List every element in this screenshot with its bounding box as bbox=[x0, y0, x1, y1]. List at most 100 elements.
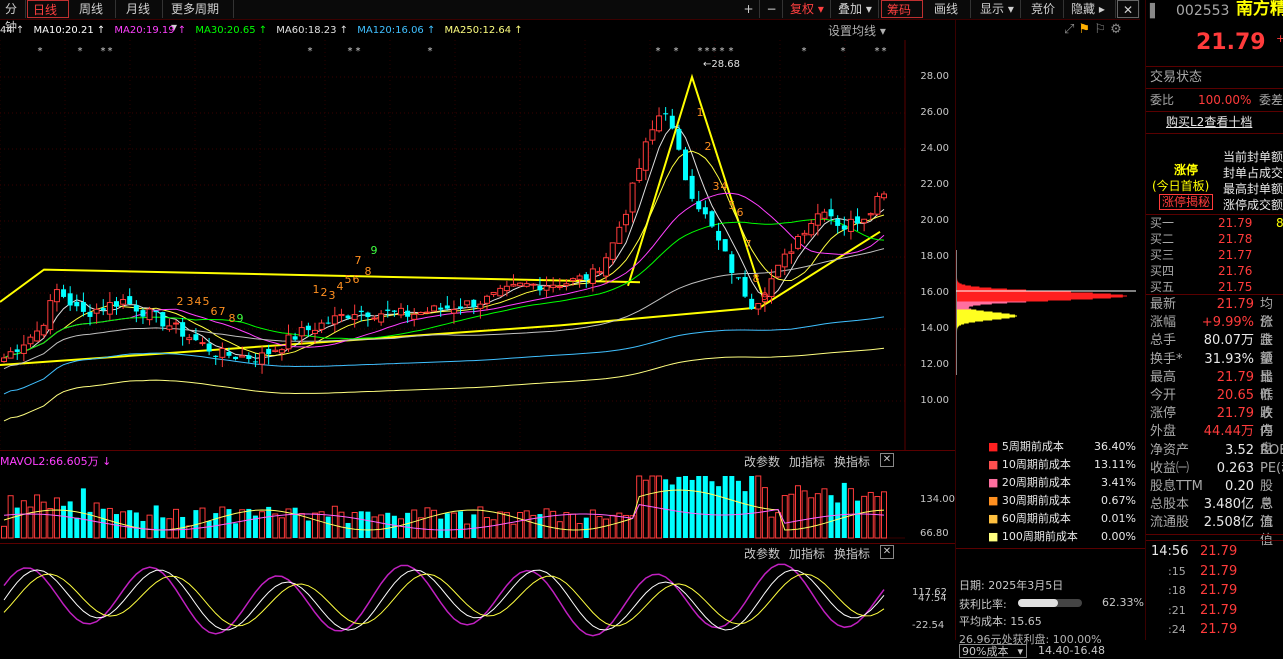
candle-body bbox=[477, 303, 484, 309]
bid-label: 买五 bbox=[1150, 280, 1175, 294]
stat-right-label: 最低 bbox=[1260, 369, 1274, 403]
limit-info-2: 封单占成交 bbox=[1223, 166, 1283, 180]
tab-weekly[interactable]: 周线 bbox=[74, 0, 116, 18]
volume-bar bbox=[285, 508, 292, 539]
chip-legend-row: ■ 30周期前成本 0.67% bbox=[988, 494, 1136, 507]
stat-row: 流通股 2.508亿 流值 bbox=[1146, 514, 1283, 548]
candle-body bbox=[683, 149, 689, 181]
bid-row[interactable]: 买四 21.76 bbox=[1146, 263, 1283, 279]
osc-line-k bbox=[3, 563, 885, 637]
overlay-dropdown[interactable]: 叠加 ▾ bbox=[833, 0, 879, 18]
volume-bar bbox=[683, 476, 689, 538]
candle-body bbox=[861, 218, 868, 224]
candle-body bbox=[841, 225, 847, 230]
flag-icon[interactable]: ⚑ bbox=[1078, 22, 1091, 37]
candle bbox=[570, 277, 577, 286]
tab-minute[interactable]: 分钟 bbox=[0, 0, 26, 34]
candle bbox=[239, 346, 246, 358]
osc-change-params-button[interactable]: 改参数 bbox=[744, 547, 781, 561]
candle-body bbox=[397, 307, 404, 316]
volume-bar bbox=[266, 506, 272, 538]
stat-label: 换手* bbox=[1150, 351, 1183, 367]
candle-body bbox=[14, 349, 20, 352]
tab-daily[interactable]: 日线 bbox=[27, 0, 69, 18]
vol-switch-indicator-button[interactable]: 换指标 bbox=[834, 455, 871, 469]
candle-body bbox=[318, 322, 325, 330]
adjust-dropdown[interactable]: 复权 ▾ bbox=[785, 0, 831, 18]
vol-close-icon[interactable]: ✕ bbox=[880, 453, 894, 467]
candle bbox=[305, 322, 311, 337]
cost-percent-select[interactable]: 90%成本 ▾ bbox=[959, 644, 1027, 658]
candle-body bbox=[325, 322, 331, 324]
candle-body bbox=[266, 348, 272, 355]
bid-row[interactable]: 买二 21.78 bbox=[1146, 231, 1283, 247]
bid-row[interactable]: 买三 21.77 bbox=[1146, 247, 1283, 263]
vol-change-params-button[interactable]: 改参数 bbox=[744, 455, 781, 469]
volume-bar bbox=[193, 510, 199, 538]
limit-info-3: 最高封单额 bbox=[1223, 182, 1283, 196]
stat-label: 涨停 bbox=[1150, 406, 1177, 422]
candle-body bbox=[583, 274, 589, 280]
candle-body bbox=[120, 299, 127, 305]
chip-button[interactable]: 筹码 bbox=[881, 0, 923, 18]
candle-body bbox=[219, 347, 226, 358]
auction-button[interactable]: 竞价 bbox=[1026, 0, 1064, 18]
flag-outline-icon[interactable]: ⚐ bbox=[1094, 22, 1106, 37]
candle bbox=[874, 192, 881, 216]
candle bbox=[358, 305, 364, 322]
volume-bar bbox=[550, 510, 557, 539]
volume-bar bbox=[186, 525, 193, 539]
candle-body bbox=[160, 312, 166, 327]
chip-distribution-panel: ⤢ ⚑ ⚐ ⚙ ■ 5周期前成本 36.40% ■ 10周期前成本 13.11% ■… bbox=[955, 20, 1146, 658]
more-periods-dropdown[interactable]: 更多周期 ▾ bbox=[166, 0, 234, 34]
tab-monthly[interactable]: 月线 bbox=[121, 0, 163, 18]
volume-bar bbox=[861, 495, 868, 539]
osc-tick: 117.62 bbox=[912, 587, 947, 598]
display-dropdown[interactable]: 显示 ▾ bbox=[975, 0, 1021, 18]
bid-row[interactable]: 买五 21.75 bbox=[1146, 279, 1283, 295]
candle-body bbox=[629, 182, 636, 213]
candle bbox=[259, 346, 266, 374]
candle-body bbox=[729, 254, 735, 273]
stat-right-label: 股息 bbox=[1260, 479, 1274, 512]
stat-right-label: 量比 bbox=[1260, 351, 1274, 385]
chevron-left-icon[interactable]: ▌ bbox=[1150, 4, 1160, 19]
candle bbox=[7, 347, 14, 359]
zoom-out-button[interactable]: − bbox=[761, 0, 783, 18]
close-icon[interactable]: ✕ bbox=[1117, 0, 1139, 18]
candle-body bbox=[570, 278, 577, 281]
candle bbox=[67, 286, 73, 311]
volume-bar bbox=[828, 495, 834, 538]
vol-add-indicator-button[interactable]: 加指标 bbox=[789, 455, 826, 469]
candle-body bbox=[696, 201, 702, 210]
draw-line-button[interactable]: 画线 bbox=[929, 0, 971, 18]
osc-switch-indicator-button[interactable]: 换指标 bbox=[834, 547, 871, 561]
candle-body bbox=[735, 277, 741, 279]
stat-label: 流通股 bbox=[1150, 515, 1190, 531]
osc-add-indicator-button[interactable]: 加指标 bbox=[789, 547, 826, 561]
sequence-number-marker: 9 bbox=[237, 312, 244, 325]
osc-close-icon[interactable]: ✕ bbox=[880, 545, 894, 559]
sequence-number-marker: 7 bbox=[745, 238, 752, 251]
zoom-in-button[interactable]: + bbox=[738, 0, 760, 18]
settings-gear-icon[interactable]: ⚙ bbox=[1110, 22, 1122, 37]
bid-row[interactable]: 买一 21.79 8 bbox=[1146, 215, 1283, 231]
l2-purchase-link[interactable]: 购买L2查看十档 bbox=[1166, 115, 1253, 129]
stat-label: 股息TTM bbox=[1150, 479, 1203, 494]
candle bbox=[431, 304, 438, 312]
volume-bar bbox=[424, 507, 431, 539]
volume-bar bbox=[669, 484, 675, 538]
candle-body bbox=[543, 285, 550, 291]
price-tick: 18.00 bbox=[920, 251, 949, 262]
stat-value: 80.07万 bbox=[1203, 333, 1254, 349]
sequence-number-marker: 3 bbox=[187, 295, 194, 308]
weibi-value: 100.00% bbox=[1198, 93, 1252, 107]
volume-bar bbox=[821, 488, 828, 539]
hide-button[interactable]: 隐藏 ▸ bbox=[1066, 0, 1116, 18]
resize-icon[interactable]: ⤢ bbox=[1064, 22, 1075, 37]
set-ma-button[interactable]: 设置均线 ▾ bbox=[828, 24, 886, 38]
vol-tick: 134.00 bbox=[920, 494, 955, 505]
candle bbox=[609, 242, 616, 265]
limit-up-secret-button[interactable]: 涨停揭秘 bbox=[1159, 194, 1214, 210]
